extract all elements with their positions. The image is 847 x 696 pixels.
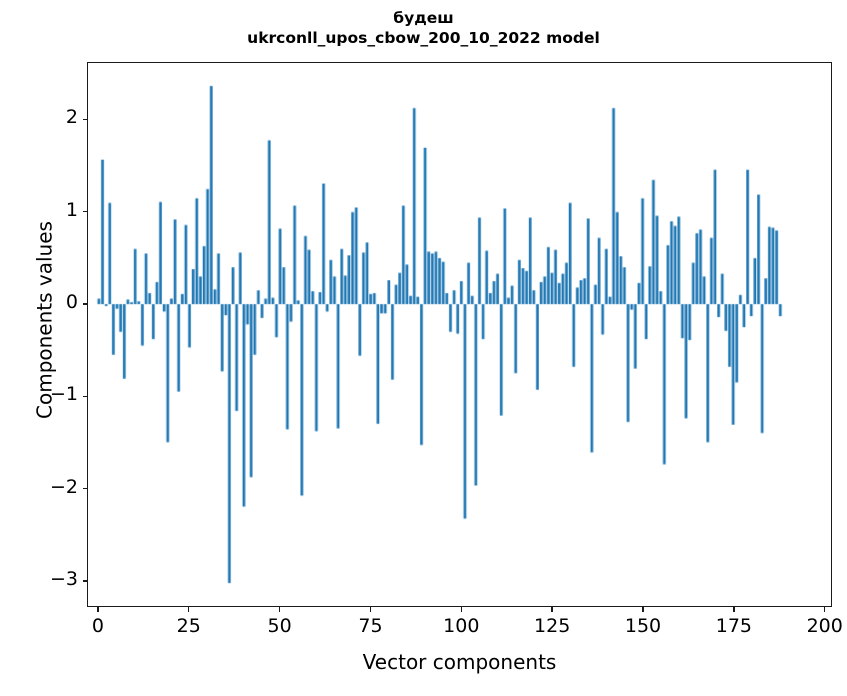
y-tick-label: −3 [49, 568, 78, 591]
x-tick-mark [278, 607, 281, 612]
y-tick-mark [82, 488, 87, 490]
y-axis-label: Components values [32, 221, 57, 419]
x-tick-mark [188, 607, 190, 612]
y-tick-mark [82, 118, 87, 120]
x-tick-mark [369, 607, 372, 612]
x-tick-mark [551, 607, 553, 612]
bar-chart-canvas [88, 63, 831, 606]
x-tick-label: 175 [715, 615, 752, 637]
title-word: будеш [393, 9, 454, 27]
x-tick-label: 25 [176, 615, 201, 637]
y-tick-mark [82, 580, 87, 582]
x-tick-label: 100 [443, 615, 480, 637]
x-axis-label: Vector components [362, 650, 557, 674]
y-tick-label: 0 [65, 291, 78, 314]
x-tick-mark [460, 607, 462, 612]
y-tick-label: −1 [49, 383, 78, 406]
y-tick-label: −2 [49, 475, 78, 498]
y-tick-mark [82, 210, 87, 213]
x-tick-mark [824, 607, 826, 612]
y-tick-label: 1 [65, 198, 78, 221]
y-tick-mark [82, 303, 87, 305]
x-tick-label: 0 [91, 615, 104, 637]
x-tick-label: 200 [806, 615, 843, 637]
title-model: ukrconll_upos_cbow_200_10_2022 model [247, 29, 600, 47]
x-tick-label: 125 [534, 615, 571, 637]
x-tick-label: 150 [624, 615, 662, 637]
x-tick-mark [642, 607, 644, 612]
x-tick-mark [733, 607, 735, 612]
y-tick-mark [82, 395, 87, 398]
chart-title: будеш ukrconll_upos_cbow_200_10_2022 mod… [0, 8, 847, 48]
x-tick-label: 75 [358, 615, 383, 637]
x-tick-label: 50 [267, 615, 292, 637]
y-tick-label: 2 [65, 106, 78, 129]
plot-area [87, 62, 832, 607]
x-tick-mark [97, 607, 99, 612]
